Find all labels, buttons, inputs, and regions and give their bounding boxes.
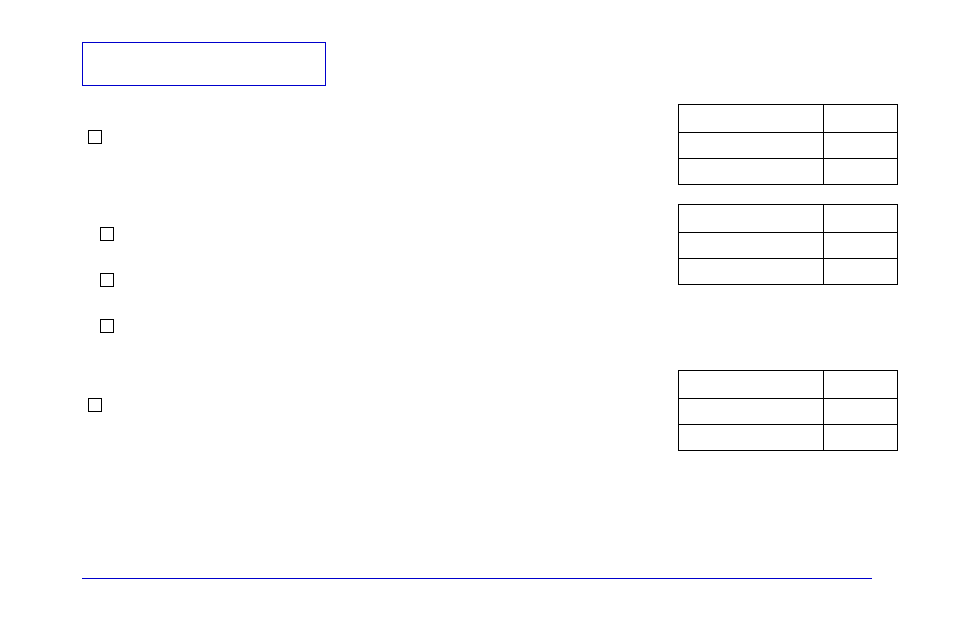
table-row — [679, 105, 898, 133]
table-cell — [824, 133, 898, 159]
checkbox-1[interactable] — [88, 130, 102, 144]
title-input-box[interactable] — [82, 42, 326, 86]
table-cell — [679, 425, 824, 451]
table-row — [679, 233, 898, 259]
table-cell — [679, 399, 824, 425]
data-table-2 — [678, 204, 898, 285]
checkbox-4[interactable] — [100, 319, 114, 333]
table-row — [679, 371, 898, 399]
divider-line — [82, 578, 872, 579]
table-cell — [679, 133, 824, 159]
table-cell — [679, 371, 824, 399]
table-cell — [679, 205, 824, 233]
checkbox-3[interactable] — [100, 273, 114, 287]
data-table-3 — [678, 370, 898, 451]
table-cell — [679, 159, 824, 185]
table-row — [679, 159, 898, 185]
table-row — [679, 425, 898, 451]
table-cell — [824, 425, 898, 451]
table-row — [679, 259, 898, 285]
table-row — [679, 205, 898, 233]
table-cell — [824, 399, 898, 425]
table-cell — [824, 159, 898, 185]
table-cell — [824, 259, 898, 285]
table-cell — [679, 105, 824, 133]
data-table-1 — [678, 104, 898, 185]
checkbox-2[interactable] — [100, 227, 114, 241]
table-cell — [679, 259, 824, 285]
table-cell — [679, 233, 824, 259]
table-row — [679, 399, 898, 425]
table-cell — [824, 233, 898, 259]
table-row — [679, 133, 898, 159]
checkbox-5[interactable] — [88, 398, 102, 412]
